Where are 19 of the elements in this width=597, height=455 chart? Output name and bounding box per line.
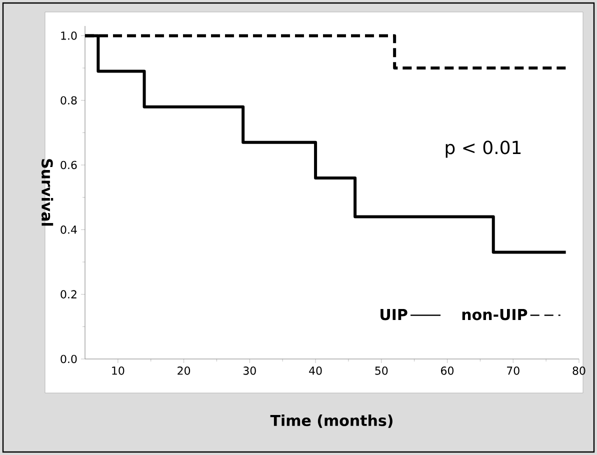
x-tick-label: 50 (375, 366, 388, 375)
x-tick-label: 40 (309, 366, 322, 375)
x-tick-label: 20 (178, 366, 190, 375)
legend-label: non-UIP (462, 309, 528, 320)
x-tick-label: 80 (572, 366, 586, 375)
y-tick-label: 0.6 (60, 160, 77, 170)
y-tick-label: 1.0 (61, 32, 77, 40)
y-tick-label: 0.8 (60, 96, 77, 105)
legend-label: UIP (380, 309, 408, 320)
y-tick-label: 0.4 (60, 226, 77, 234)
x-tick-label: 60 (441, 366, 454, 375)
x-tick-label: 70 (507, 366, 520, 375)
y-axis-title: Survival (42, 159, 54, 226)
x-axis-title: Time (months) (270, 414, 392, 428)
annotation: p < 0.01 (446, 140, 521, 158)
x-tick-label: 30 (244, 366, 256, 375)
y-tick-label: 0.2 (60, 290, 76, 298)
x-tick-label: 10 (112, 366, 124, 375)
y-tick-label: 0.0 (60, 354, 77, 364)
